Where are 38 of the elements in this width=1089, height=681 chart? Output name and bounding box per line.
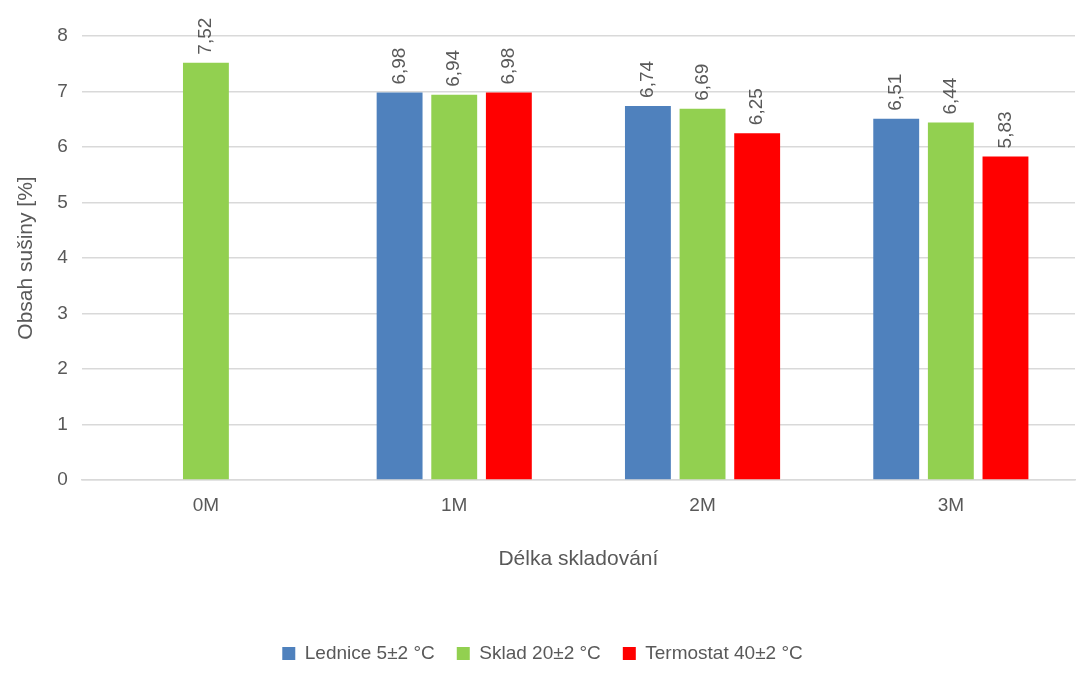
y-tick-label: 4 [57,246,69,268]
legend-label: Lednice 5±2 °C [304,641,435,663]
data-label: 7,52 [194,17,216,55]
legend-label: Sklad 20±2 °C [479,641,601,663]
bar [679,108,726,480]
bar [982,156,1029,480]
y-tick-label: 8 [57,24,68,46]
data-label: 6,74 [636,60,658,98]
y-axis-title: Obsah sušiny [%] [13,176,37,340]
y-tick-label: 1 [57,412,68,434]
y-tick-label: 2 [57,357,68,379]
bar [182,62,229,480]
y-tick-label: 3 [57,301,68,323]
y-tick-label: 6 [57,135,68,157]
bar [431,94,478,480]
x-axis-title: Délka skladování [498,546,659,570]
y-tick-label: 5 [57,190,68,212]
bar [624,105,671,480]
y-tick-label: 0 [57,468,68,490]
data-label: 6,94 [442,49,464,87]
data-label: 5,83 [993,111,1015,149]
y-tick-label: 7 [57,79,68,101]
data-label: 6,98 [497,47,519,85]
bar [485,92,532,480]
bar [927,122,974,480]
data-label: 6,69 [690,63,712,101]
data-label: 6,44 [939,77,961,115]
bar [734,133,781,480]
x-tick-label: 1M [441,493,468,515]
data-label: 6,51 [884,73,906,111]
data-label: 6,25 [745,88,767,126]
x-tick-label: 2M [689,493,716,515]
bar [873,118,920,480]
x-tick-label: 0M [192,493,220,515]
bar [376,92,423,480]
x-tick-label: 3M [937,493,965,515]
legend-label: Termostat 40±2 °C [645,641,803,663]
data-label: 6,98 [387,47,409,85]
